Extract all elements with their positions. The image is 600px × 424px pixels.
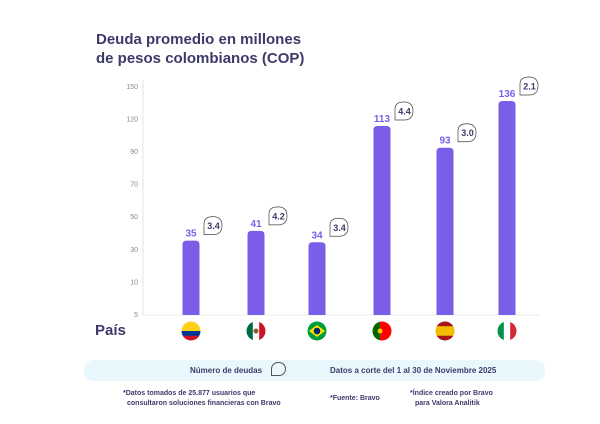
- y-tick-label: 90: [130, 149, 138, 156]
- bar: [247, 230, 265, 315]
- y-tick-label: 120: [126, 116, 138, 123]
- flag-méxico-icon: [246, 321, 266, 341]
- bar-value-label: 41: [250, 219, 262, 230]
- data-note-line1: *Datos tomados de 25.877 usuarios que: [123, 390, 256, 397]
- count-label: 2.1: [523, 82, 536, 92]
- count-label: 4.4: [398, 107, 411, 117]
- flag-españa-icon: [435, 321, 455, 341]
- count-label: 3.4: [207, 221, 220, 231]
- flag-brasil-icon: [307, 321, 327, 341]
- count-bubble: [329, 217, 349, 237]
- data-cutoff-text: Datos a corte del 1 al 30 de Noviembre 2…: [330, 366, 497, 375]
- bar: [436, 147, 454, 315]
- flag-italia-icon: [497, 321, 517, 341]
- bar-value-label: 93: [439, 136, 451, 147]
- chart-title: Deuda promedio en millones de pesos colo…: [96, 30, 321, 68]
- count-label: 3.0: [461, 128, 474, 138]
- source-note: *Fuente: Bravo: [330, 395, 380, 402]
- index-note-line1: *Índice creado por Bravo: [410, 390, 493, 397]
- speech-bubble-icon: [271, 362, 286, 376]
- y-tick-label: 150: [126, 84, 138, 91]
- bar: [182, 240, 200, 315]
- count-bubble: [203, 216, 223, 235]
- count-bubble: [268, 206, 288, 226]
- y-tick-label: 5: [134, 312, 138, 319]
- data-note-line2: consultaron soluciones financieras con B…: [127, 400, 281, 407]
- data-note: *Datos tomados de 25.877 usuarios que co…: [123, 389, 281, 409]
- bar-value-label: 113: [374, 114, 391, 125]
- bar-value-label: 136: [499, 89, 516, 100]
- count-bubble: [457, 123, 477, 143]
- count-label: 4.2: [272, 211, 285, 221]
- flag-portugal-icon: [372, 321, 392, 341]
- count-bubble: [394, 101, 414, 121]
- index-note-line2: para Valora Analitik: [415, 400, 480, 407]
- y-tick-label: 30: [130, 247, 138, 254]
- y-tick-label: 10: [130, 279, 138, 286]
- y-tick-label: 70: [130, 182, 138, 189]
- bar-value-label: 34: [311, 230, 323, 241]
- bar: [308, 242, 326, 315]
- legend-label: Número de deudas: [190, 366, 263, 375]
- flag-colombia-icon: [181, 321, 201, 341]
- y-tick-label: 50: [130, 214, 138, 221]
- bar: [498, 101, 516, 315]
- chart-title-text: Deuda promedio en millones de pesos colo…: [96, 31, 305, 67]
- count-label: 3.4: [333, 223, 346, 233]
- bar-value-label: 35: [185, 229, 197, 240]
- count-bubble: [519, 76, 539, 96]
- legend-band: [84, 360, 545, 381]
- bar: [373, 126, 391, 315]
- index-note: *Índice creado por Bravo para Valora Ana…: [410, 389, 493, 409]
- x-axis-label: País: [95, 322, 126, 339]
